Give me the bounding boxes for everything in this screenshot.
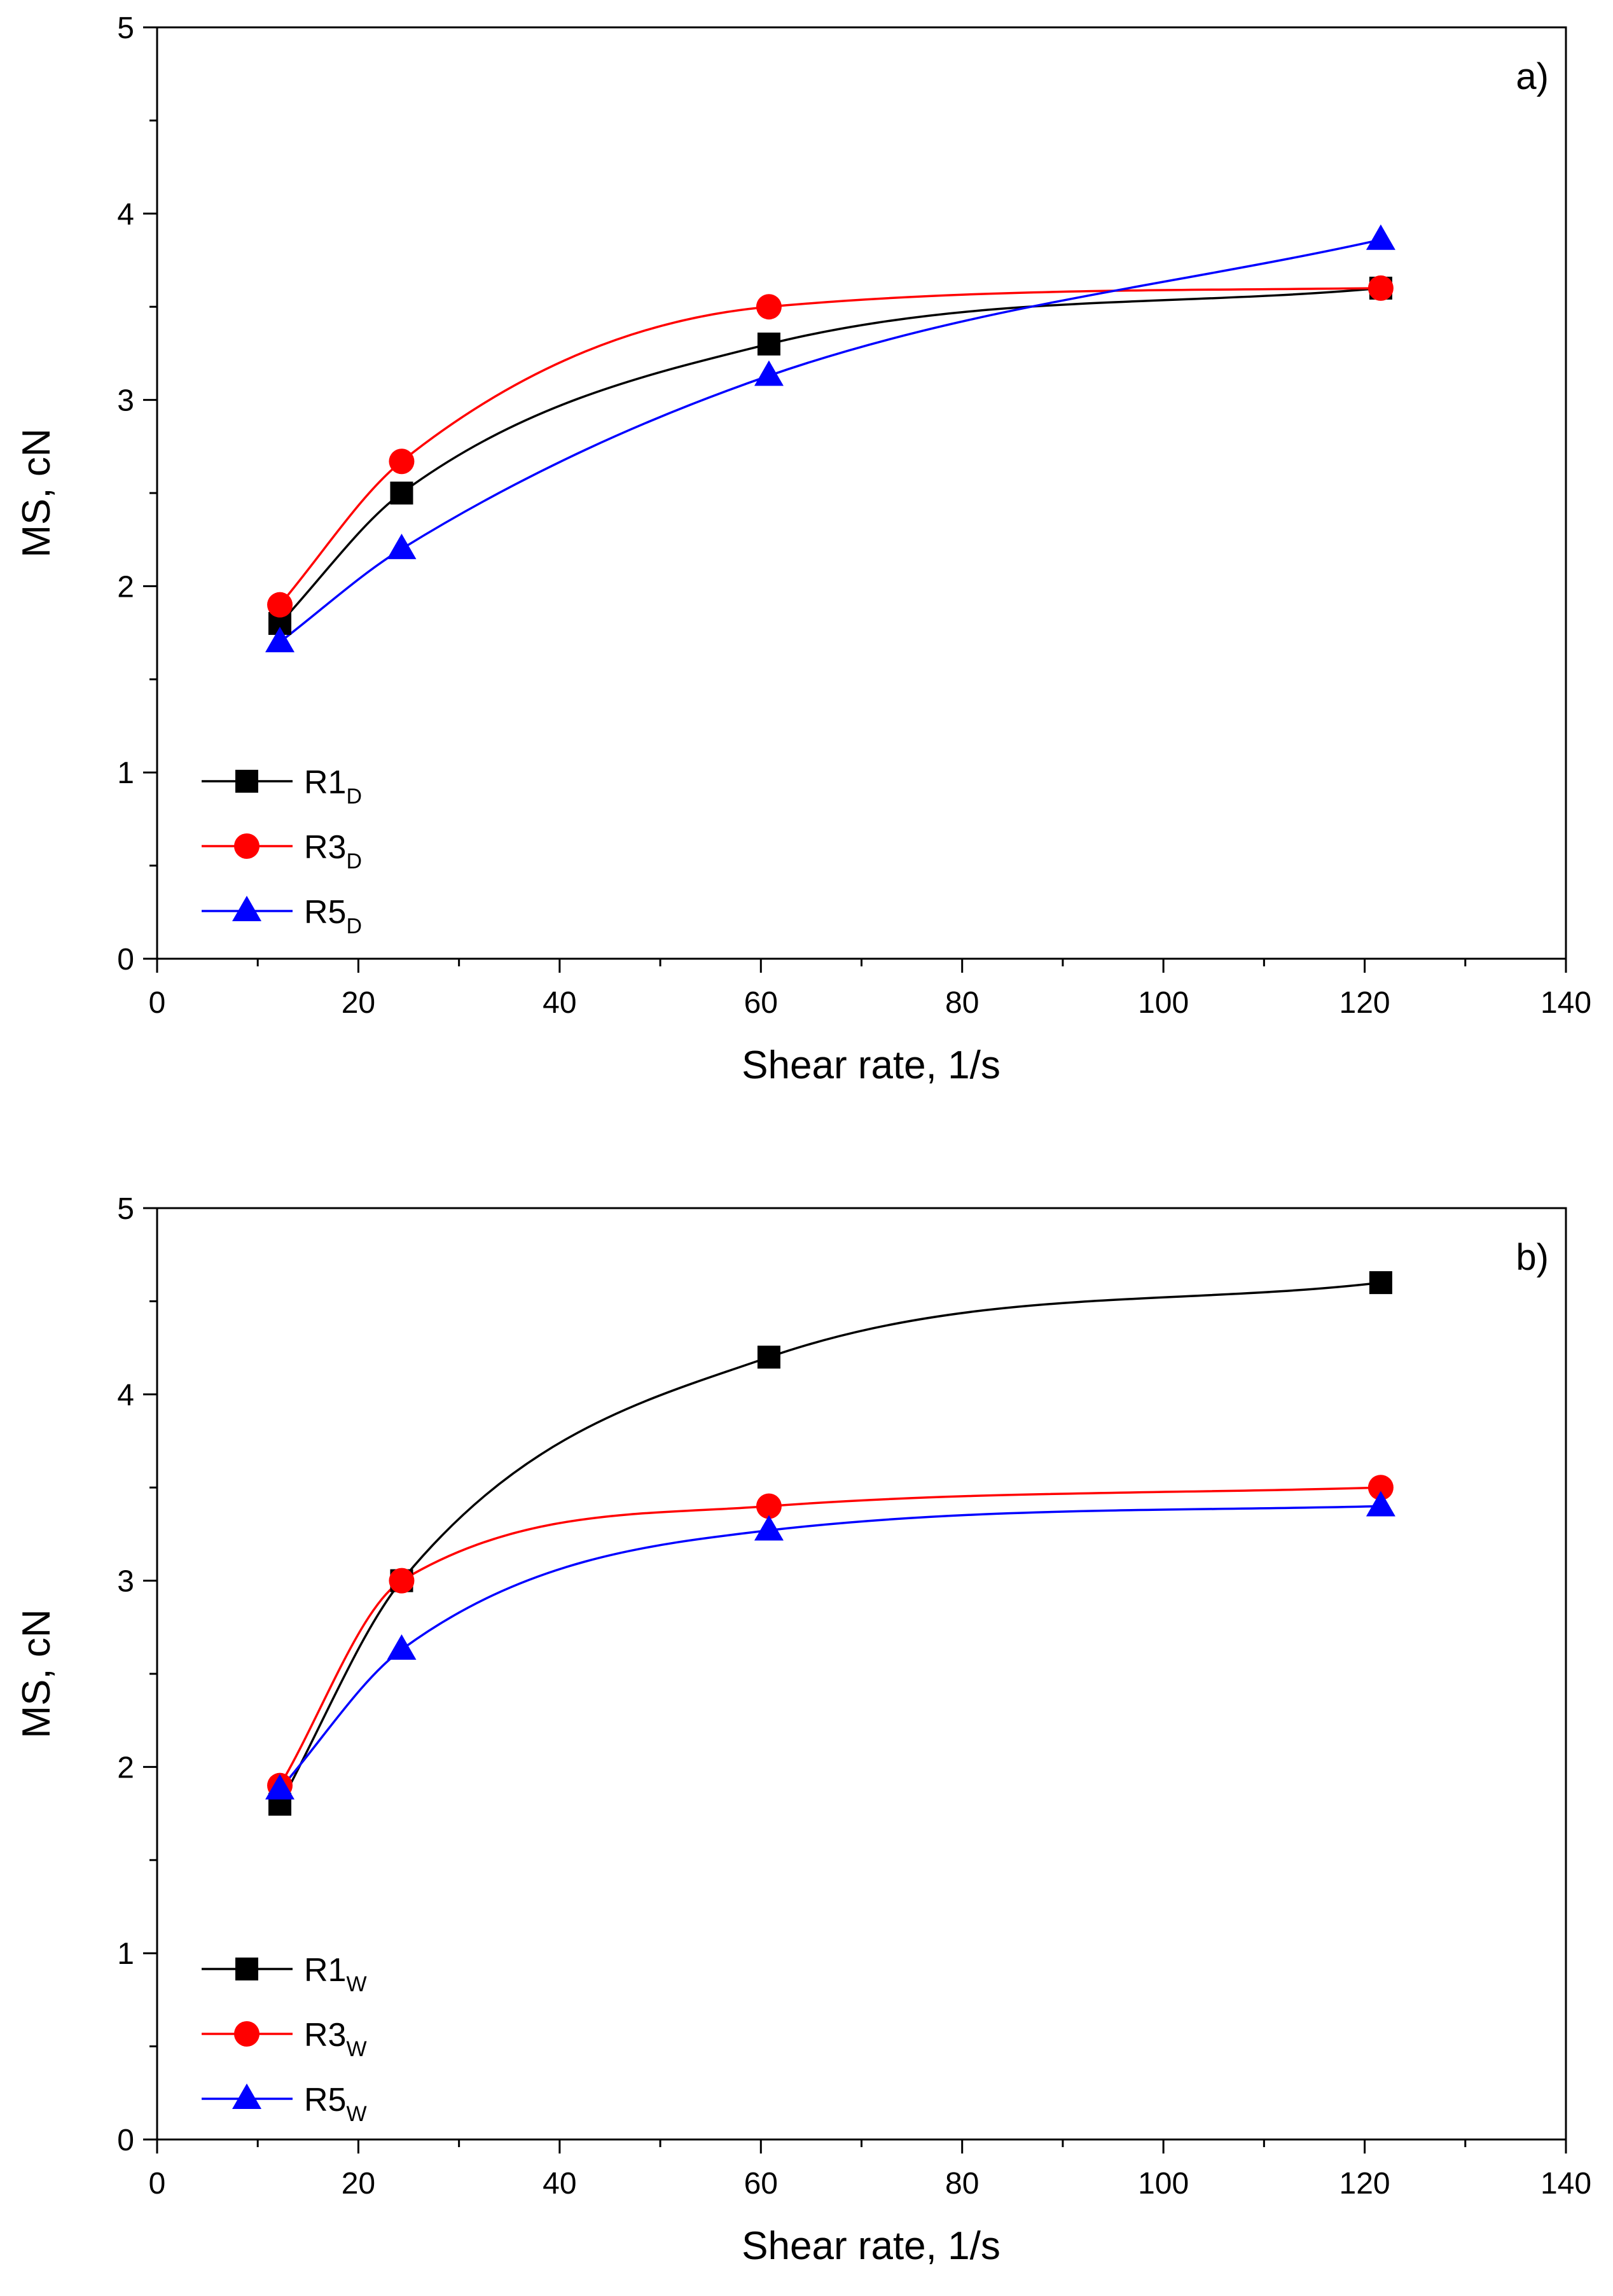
legend-marker-r1 — [235, 770, 258, 793]
legend-series-subscript: D — [346, 784, 362, 809]
y-axis-title: MS, cN — [15, 1609, 59, 1738]
legend-entry-label: R1W — [304, 1952, 367, 1996]
y-tick-label: 3 — [117, 1565, 134, 1599]
data-point-r3 — [1367, 1475, 1394, 1501]
legend-marker-r5 — [232, 2084, 261, 2109]
x-tick-label: 40 — [543, 2167, 576, 2201]
data-point-r1 — [1369, 1271, 1392, 1295]
plot-frame — [156, 1207, 1567, 2141]
x-tick-label: 140 — [1540, 2167, 1591, 2201]
legend-series-subscript: D — [346, 914, 362, 938]
x-tick-label: 100 — [1138, 986, 1189, 1020]
y-tick-label: 3 — [117, 384, 134, 418]
legend-series-subscript: W — [346, 2102, 366, 2126]
legend-entry-label: R3D — [304, 829, 362, 873]
series-line-r5 — [279, 1505, 1381, 1790]
data-point-r1 — [757, 332, 780, 356]
legend-marker-r5 — [232, 896, 261, 921]
data-point-r3 — [389, 1568, 415, 1594]
x-tick-label: 120 — [1340, 2167, 1390, 2201]
x-tick-label: 60 — [744, 2167, 778, 2201]
legend-entry-label: R3W — [304, 2017, 367, 2061]
panel-label: a) — [1516, 56, 1549, 97]
x-tick-label: 0 — [149, 2167, 166, 2201]
legend-series-subscript: W — [346, 1972, 366, 1996]
data-point-r1 — [757, 1346, 780, 1369]
y-axis-title: MS, cN — [15, 428, 59, 557]
data-point-r5 — [265, 627, 295, 653]
legend-series-name: R3 — [304, 829, 346, 866]
legend-entry-label: R5W — [304, 2082, 367, 2126]
x-tick-label: 120 — [1340, 986, 1390, 1020]
x-tick-label: 20 — [342, 986, 375, 1020]
panel-label: b) — [1516, 1237, 1549, 1278]
legend-marker-r1 — [235, 1958, 258, 1980]
y-tick-label: 2 — [117, 570, 134, 604]
x-axis-title: Shear rate, 1/s — [742, 1043, 1000, 1087]
y-tick-label: 2 — [117, 1751, 134, 1785]
series-line-r5 — [279, 239, 1381, 643]
x-axis-title: Shear rate, 1/s — [742, 2224, 1000, 2268]
y-tick-label: 4 — [117, 198, 134, 232]
data-point-r3 — [389, 449, 415, 475]
data-point-r5 — [387, 533, 417, 559]
legend-series-subscript: W — [346, 2037, 366, 2061]
legend-series-subscript: D — [346, 849, 362, 873]
data-point-r3 — [756, 294, 782, 320]
chart-panel-2: 0 20 40 60 80 100 120 140 0 1 2 3 4 5 Shear rate, 1/s M… — [15, 1192, 1591, 2268]
series-line-r1 — [279, 287, 1381, 625]
y-tick-label: 0 — [117, 2124, 134, 2157]
legend-marker-r3 — [234, 833, 260, 859]
y-tick-label: 4 — [117, 1379, 134, 1412]
y-tick-label: 1 — [117, 756, 134, 790]
legend-series-name: R5 — [304, 894, 346, 931]
legend-entry-label: R1D — [304, 764, 362, 809]
series-line-r1 — [279, 1281, 1381, 1805]
series-line-r3 — [279, 287, 1381, 606]
x-tick-label: 0 — [149, 986, 166, 1020]
x-tick-label: 80 — [945, 986, 979, 1020]
x-tick-label: 80 — [945, 2167, 979, 2201]
y-tick-label: 5 — [117, 1192, 134, 1226]
data-point-r5 — [1366, 224, 1395, 250]
chart-panel-1: 0 20 40 60 80 100 120 140 0 1 2 3 4 5 Shear rate, 1/s M… — [15, 11, 1591, 1087]
series-line-r3 — [279, 1486, 1381, 1786]
x-tick-label: 20 — [342, 2167, 375, 2201]
legend-entry-label: R5D — [304, 894, 362, 938]
data-point-r1 — [390, 482, 413, 504]
x-tick-label: 140 — [1540, 986, 1591, 1020]
data-point-r3 — [267, 592, 293, 618]
x-tick-label: 100 — [1138, 2167, 1189, 2201]
legend-series-name: R1 — [304, 1952, 346, 1989]
y-tick-label: 1 — [117, 1937, 134, 1971]
legend-series-name: R5 — [304, 2082, 346, 2119]
legend-series-name: R1 — [304, 764, 346, 801]
data-point-r3 — [1367, 275, 1394, 301]
data-point-r5 — [754, 360, 784, 386]
data-point-r5 — [265, 1774, 295, 1800]
data-point-r3 — [756, 1493, 782, 1519]
legend-marker-r3 — [234, 2021, 260, 2047]
y-tick-label: 0 — [117, 943, 134, 977]
x-tick-label: 60 — [744, 986, 778, 1020]
legend-series-name: R3 — [304, 2017, 346, 2054]
x-tick-label: 40 — [543, 986, 576, 1020]
data-point-r5 — [754, 1515, 784, 1541]
data-point-r5 — [1366, 1491, 1395, 1517]
y-tick-label: 5 — [117, 11, 134, 45]
data-point-r5 — [387, 1634, 417, 1660]
